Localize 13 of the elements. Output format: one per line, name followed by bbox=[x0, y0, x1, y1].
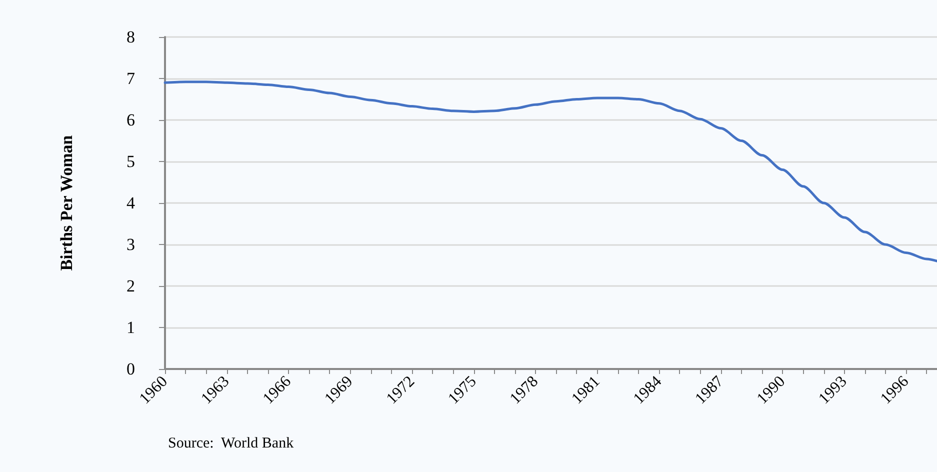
y-axis-title: Births Per Woman bbox=[57, 134, 76, 271]
y-tick-label: 0 bbox=[126, 360, 135, 378]
y-tick-label: 3 bbox=[126, 235, 135, 254]
y-tick-label: 5 bbox=[126, 152, 135, 171]
y-tick-label: 7 bbox=[126, 69, 136, 88]
source-note: Source: World Bank bbox=[168, 436, 294, 452]
x-tick-label: 1981 bbox=[568, 372, 604, 408]
y-tick-label: 4 bbox=[126, 194, 136, 212]
y-tick-label: 8 bbox=[126, 28, 135, 46]
y-tick-label: 1 bbox=[126, 318, 135, 337]
line-series bbox=[164, 80, 937, 262]
y-tick-label: 2 bbox=[126, 276, 135, 296]
y-tick-label: 6 bbox=[126, 110, 135, 130]
